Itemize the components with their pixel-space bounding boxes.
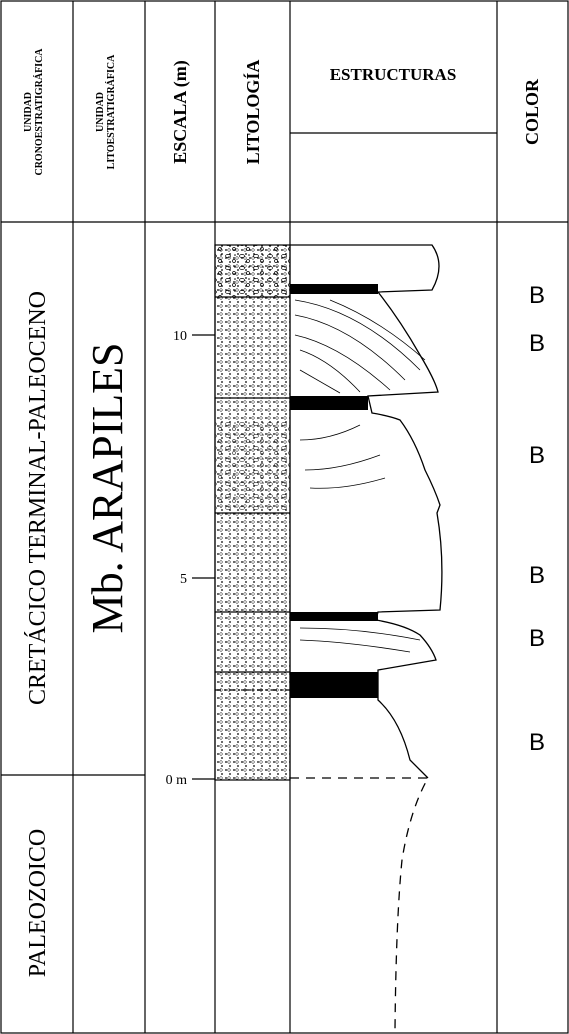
color-code: B [529, 282, 545, 309]
color-code: B [529, 729, 545, 756]
chrono-unit: PALEOZOICO [25, 829, 51, 977]
chrono-unit: CRETÁCICO TERMINAL-PALEOCENO [25, 291, 51, 705]
structures-profile [290, 245, 442, 1030]
header-structures: ESTRUCTURAS [330, 65, 457, 84]
color-code: B [529, 330, 545, 357]
scale-label: 5 [180, 572, 187, 587]
scale-label: 10 [173, 329, 187, 344]
stratigraphic-column: UNIDADCRONOESTRATIGRÁFICA UNIDADLITOESTR… [0, 0, 569, 1034]
header-scale: ESCALA (m) [170, 60, 191, 164]
header-lithology: LITOLOGÍA [242, 60, 263, 165]
header-chrono: UNIDADCRONOESTRATIGRÁFICA [23, 48, 45, 176]
color-code: B [529, 562, 545, 589]
litho-unit: Mb. ARAPILES [83, 343, 132, 634]
header-color: COLOR [522, 78, 542, 145]
lithology-log [215, 245, 290, 780]
scale-label: 0 m [166, 773, 188, 788]
color-code: B [529, 625, 545, 652]
header-litho: UNIDADLITOESTRATIGRÁFICA [95, 54, 117, 169]
color-code: B [529, 442, 545, 469]
